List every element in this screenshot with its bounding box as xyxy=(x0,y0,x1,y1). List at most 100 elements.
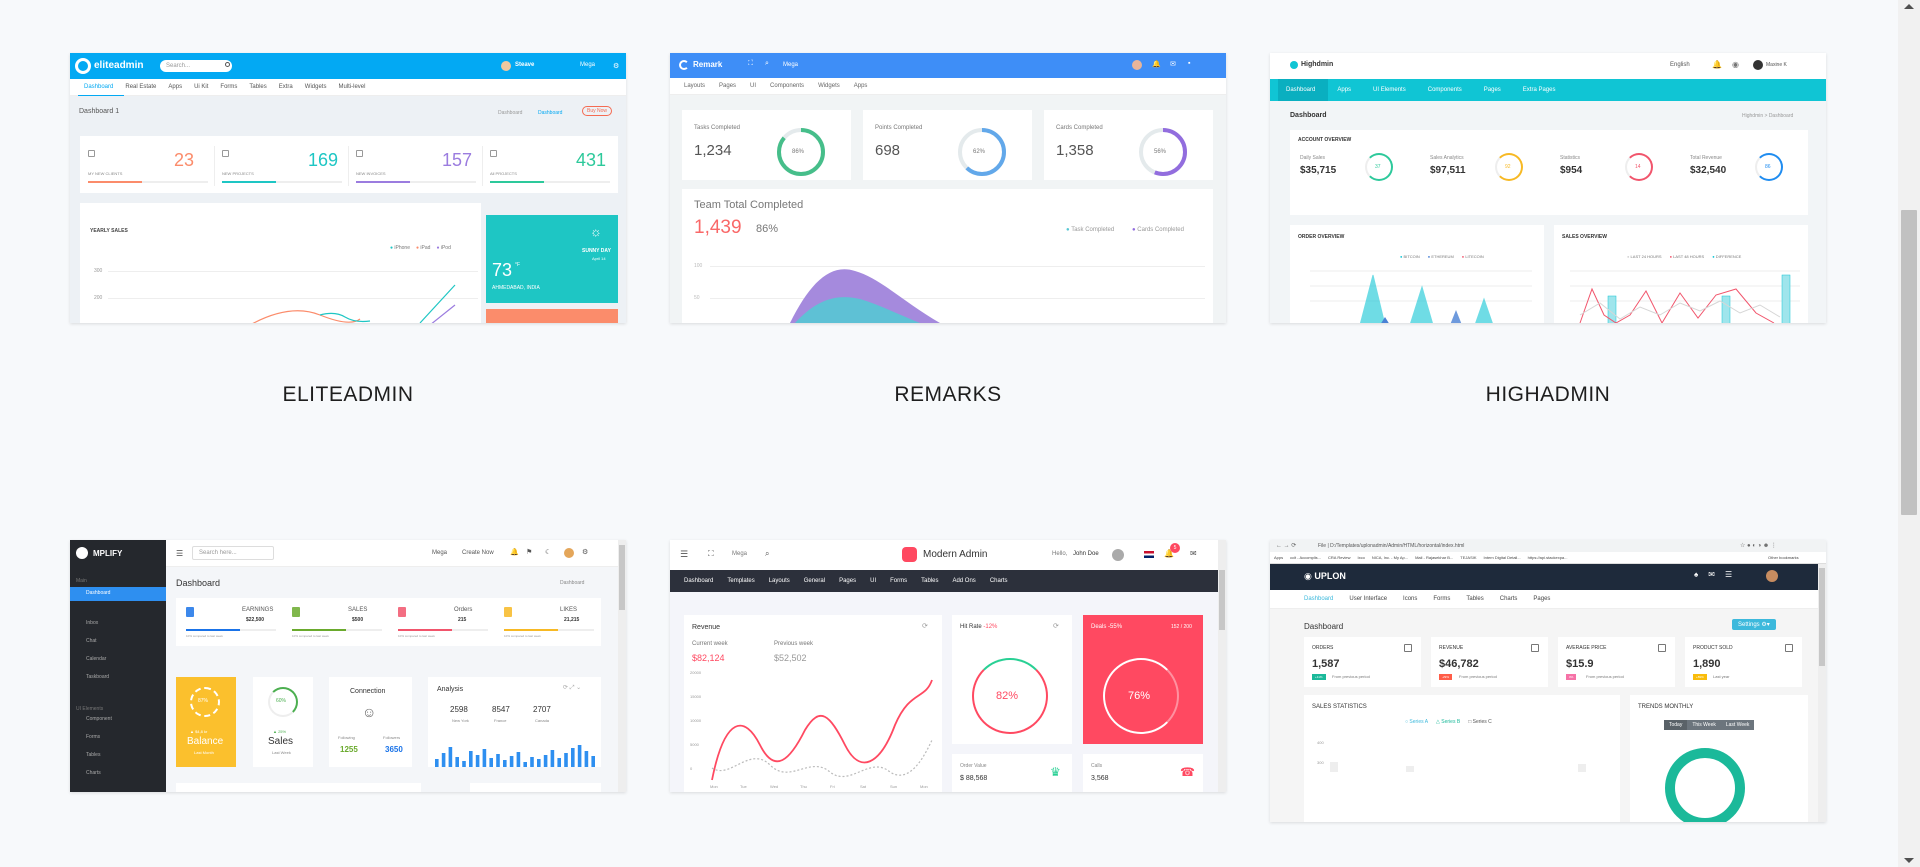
avatar[interactable] xyxy=(1753,60,1763,70)
mplify-preview[interactable]: MPLIFY Main Dashboard Inbox Chat Calendar Ta… xyxy=(70,540,626,792)
mplify-search-input[interactable]: Search here... xyxy=(192,546,274,560)
eliteadmin-search-input[interactable]: Search... xyxy=(160,60,232,72)
avatar[interactable] xyxy=(564,548,574,558)
menu-item-5[interactable]: Apps xyxy=(853,83,868,89)
bell-icon[interactable]: 🔔 xyxy=(1164,549,1174,558)
menu-item-2[interactable]: Icons xyxy=(1403,596,1418,602)
bookmark-8[interactable]: https://api.stackexpa... xyxy=(1527,555,1568,560)
mplify-mega[interactable]: Mega xyxy=(432,550,448,556)
chat-icon[interactable]: ◉ xyxy=(1732,60,1739,69)
modern-mega[interactable]: Mega xyxy=(732,551,748,557)
refresh-icon[interactable]: ⟳ xyxy=(922,623,928,630)
sidebar-item-taskboard[interactable]: Taskboard xyxy=(86,674,110,680)
search-icon[interactable]: ⌕ xyxy=(765,549,770,558)
menu-item-0[interactable]: Dashboard xyxy=(684,578,714,584)
bookmark-1[interactable]: ccit - Accomplis... xyxy=(1290,555,1322,560)
tab-7[interactable]: Widgets xyxy=(304,84,327,90)
inner-scrollbar[interactable] xyxy=(1818,564,1826,822)
bookmark-4[interactable]: NICA, Inc. - My Ap... xyxy=(1371,555,1409,560)
menu-item-6[interactable]: Pages xyxy=(1533,596,1551,602)
mail-icon[interactable]: ✉ xyxy=(1170,61,1176,68)
chat-icon[interactable]: ▪ xyxy=(1188,60,1191,67)
eliteadmin-preview[interactable]: eliteadmin Search... Steave Mega ⚙ Dashb… xyxy=(70,53,626,323)
remarks-preview[interactable]: Remark ⛶ ⌕ Mega 🔔 ✉ ▪ Layouts Pages UI Comp… xyxy=(670,53,1226,323)
bookmark-7[interactable]: Intern Digital Detail... xyxy=(1483,555,1521,560)
settings-button[interactable]: Settings ⚙▾ xyxy=(1732,619,1776,630)
template-card-uplon[interactable]: ← → ⟳ File | D:/Templates/uplonadmin/Adm… xyxy=(1270,540,1826,822)
fullscreen-icon[interactable]: ⛶ xyxy=(748,60,753,67)
uplon-top-icons[interactable]: ♠✉☰ xyxy=(1694,570,1743,579)
template-card-mplify[interactable]: MPLIFY Main Dashboard Inbox Chat Calendar Ta… xyxy=(70,540,626,792)
menu-item-1[interactable]: Apps xyxy=(1337,87,1352,93)
menu-item-4[interactable]: Pages xyxy=(1483,87,1501,93)
sidebar-item-forms[interactable]: Forms xyxy=(86,734,101,740)
inner-scroll-thumb[interactable] xyxy=(1219,570,1225,630)
menu-item-4[interactable]: Pages xyxy=(839,578,857,584)
sidebar-item-tables[interactable]: Tables xyxy=(86,752,101,758)
refresh-icon[interactable]: ⟳ xyxy=(1053,623,1059,630)
bookmark-0[interactable]: Apps xyxy=(1274,555,1284,560)
template-card-modern-admin[interactable]: ☰ ⛶ Mega ⌕ Modern Admin Hello, John Doe … xyxy=(670,540,1226,792)
tab-1[interactable]: Real Estate xyxy=(125,84,157,90)
menu-item-3[interactable]: Forms xyxy=(1433,596,1451,602)
eliteadmin-user[interactable]: Steave xyxy=(515,62,535,68)
breadcrumb-home[interactable]: Dashboard xyxy=(498,110,523,116)
bookmark-3[interactable]: Ixco xyxy=(1357,555,1365,560)
bell-icon[interactable]: 🔔 xyxy=(1152,61,1161,68)
highadmin-preview[interactable]: Highdmin English 🔔 ◉ Maxine K Dashboard A… xyxy=(1270,53,1826,323)
page-scroll-thumb[interactable] xyxy=(1901,210,1917,515)
menu-item-3[interactable]: Components xyxy=(1427,87,1462,93)
menu-item-1[interactable]: Templates xyxy=(727,578,755,584)
highadmin-user[interactable]: Maxine K xyxy=(1766,62,1787,68)
tab-last-week[interactable]: Last Week xyxy=(1720,720,1755,730)
eliteadmin-mega-menu[interactable]: Mega xyxy=(580,62,596,68)
tab-0[interactable]: Dashboard xyxy=(84,84,114,90)
menu-item-5[interactable]: Extra Pages xyxy=(1522,87,1556,93)
sidebar-item-dashboard[interactable]: Dashboard xyxy=(86,590,111,596)
tab-4[interactable]: Forms xyxy=(220,84,238,90)
bookmark-5[interactable]: Mail - Rajasekhar B... xyxy=(1415,555,1454,560)
inner-scroll-thumb[interactable] xyxy=(1819,568,1825,666)
menu-item-4[interactable]: Widgets xyxy=(818,83,840,89)
sidebar-item-component[interactable]: Component xyxy=(86,716,112,722)
menu-item-6[interactable]: Forms xyxy=(890,578,908,584)
tab-today[interactable]: Today xyxy=(1664,720,1688,730)
bookmark-2[interactable]: CRA Review xyxy=(1328,555,1351,560)
modern-admin-preview[interactable]: ☰ ⛶ Mega ⌕ Modern Admin Hello, John Doe … xyxy=(670,540,1226,792)
gear-icon[interactable]: ⚙ xyxy=(613,63,620,70)
avatar[interactable] xyxy=(1112,549,1124,561)
inner-scrollbar[interactable] xyxy=(618,540,626,792)
menu-item-0[interactable]: Dashboard xyxy=(1304,596,1334,602)
sidebar-item-chat[interactable]: Chat xyxy=(86,638,97,644)
browser-nav-icons[interactable]: ← → ⟳ xyxy=(1276,543,1297,549)
tab-this-week[interactable]: This Week xyxy=(1687,720,1721,730)
scroll-up-arrow-icon[interactable] xyxy=(1904,4,1914,9)
sidebar-item-charts[interactable]: Charts xyxy=(86,770,101,776)
tab-8[interactable]: Multi-level xyxy=(338,84,366,90)
tab-5[interactable]: Tables xyxy=(249,84,267,90)
inner-scrollbar[interactable] xyxy=(1218,540,1226,792)
menu-item-3[interactable]: Components xyxy=(770,83,805,89)
menu-item-1[interactable]: User Interface xyxy=(1349,596,1388,602)
template-card-eliteadmin[interactable]: eliteadmin Search... Steave Mega ⚙ Dashb… xyxy=(70,53,626,406)
modern-user[interactable]: John Doe xyxy=(1073,551,1099,557)
scroll-down-arrow-icon[interactable] xyxy=(1904,858,1914,863)
sidebar-item-inbox[interactable]: Inbox xyxy=(86,620,99,626)
create-now-link[interactable]: Create Now xyxy=(462,550,494,556)
avatar[interactable] xyxy=(1766,570,1778,582)
template-card-remarks[interactable]: Remark ⛶ ⌕ Mega 🔔 ✉ ▪ Layouts Pages UI Comp… xyxy=(670,53,1226,406)
page-scrollbar[interactable] xyxy=(1898,0,1920,867)
template-title[interactable]: ELITEADMIN xyxy=(282,383,414,406)
bell-icon[interactable]: 🔔 xyxy=(1712,60,1722,69)
template-title[interactable]: HIGHADMIN xyxy=(1485,383,1611,406)
menu-icon[interactable]: ☰ xyxy=(680,549,689,559)
template-title[interactable]: REMARKS xyxy=(894,383,1002,406)
other-bookmarks[interactable]: Other bookmarks xyxy=(1768,555,1799,560)
menu-item-7[interactable]: Tables xyxy=(921,578,939,584)
template-card-highadmin[interactable]: Highdmin English 🔔 ◉ Maxine K Dashboard A… xyxy=(1270,53,1826,406)
search-icon[interactable]: ⌕ xyxy=(765,60,769,67)
sidebar-item-calendar[interactable]: Calendar xyxy=(86,656,107,662)
avatar[interactable] xyxy=(1132,60,1142,70)
menu-item-8[interactable]: Add Ons xyxy=(952,578,976,584)
avatar[interactable] xyxy=(501,61,511,71)
